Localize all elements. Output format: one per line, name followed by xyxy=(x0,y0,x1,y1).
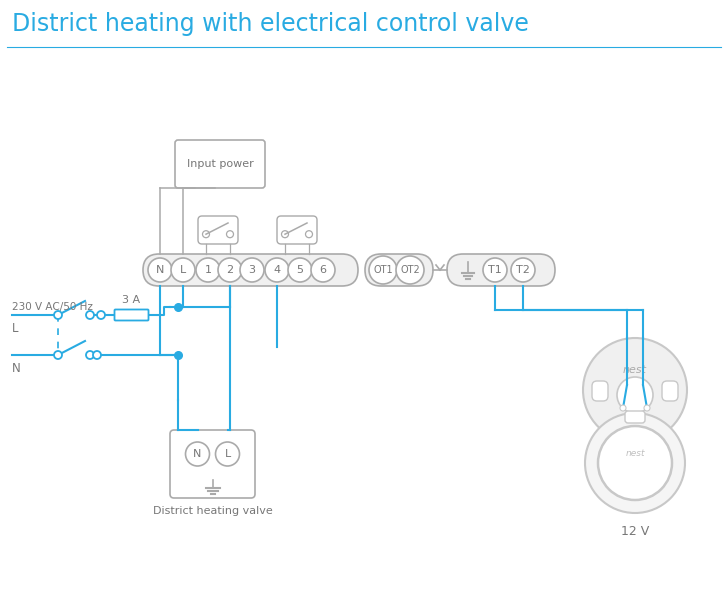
Circle shape xyxy=(644,405,650,411)
Circle shape xyxy=(218,258,242,282)
Circle shape xyxy=(86,311,94,319)
Text: OT2: OT2 xyxy=(400,265,420,275)
Circle shape xyxy=(306,230,312,238)
Circle shape xyxy=(288,258,312,282)
Circle shape xyxy=(311,258,335,282)
Circle shape xyxy=(202,230,210,238)
FancyBboxPatch shape xyxy=(592,381,608,401)
Text: District heating valve: District heating valve xyxy=(153,506,272,516)
Circle shape xyxy=(396,256,424,284)
Text: 5: 5 xyxy=(296,265,304,275)
Text: nest: nest xyxy=(625,448,645,457)
Circle shape xyxy=(196,258,220,282)
Text: T1: T1 xyxy=(488,265,502,275)
FancyBboxPatch shape xyxy=(143,254,358,286)
Text: N: N xyxy=(12,362,21,374)
Text: OT1: OT1 xyxy=(373,265,393,275)
Text: L: L xyxy=(180,265,186,275)
Text: District heating with electrical control valve: District heating with electrical control… xyxy=(12,12,529,36)
Circle shape xyxy=(171,258,195,282)
Circle shape xyxy=(148,258,172,282)
Circle shape xyxy=(483,258,507,282)
Circle shape xyxy=(93,351,101,359)
FancyBboxPatch shape xyxy=(365,254,433,286)
Text: 230 V AC/50 Hz: 230 V AC/50 Hz xyxy=(12,302,93,312)
Circle shape xyxy=(54,311,62,319)
Text: nest: nest xyxy=(623,365,647,375)
FancyBboxPatch shape xyxy=(175,140,265,188)
Circle shape xyxy=(282,230,288,238)
Text: 3 A: 3 A xyxy=(122,295,141,305)
Circle shape xyxy=(240,258,264,282)
Text: Input power: Input power xyxy=(186,159,253,169)
Circle shape xyxy=(598,426,672,500)
Text: 4: 4 xyxy=(274,265,280,275)
Text: 1: 1 xyxy=(205,265,212,275)
FancyBboxPatch shape xyxy=(170,430,255,498)
Circle shape xyxy=(86,351,94,359)
Text: 2: 2 xyxy=(226,265,234,275)
Text: T2: T2 xyxy=(516,265,530,275)
Circle shape xyxy=(54,351,62,359)
Circle shape xyxy=(583,338,687,442)
Text: N: N xyxy=(156,265,165,275)
FancyBboxPatch shape xyxy=(114,309,149,321)
Text: 6: 6 xyxy=(320,265,326,275)
Circle shape xyxy=(226,230,234,238)
Circle shape xyxy=(585,413,685,513)
Circle shape xyxy=(186,442,210,466)
Circle shape xyxy=(265,258,289,282)
FancyBboxPatch shape xyxy=(625,411,645,423)
Circle shape xyxy=(97,311,105,319)
Circle shape xyxy=(511,258,535,282)
Circle shape xyxy=(215,442,240,466)
Circle shape xyxy=(617,377,653,413)
FancyBboxPatch shape xyxy=(447,254,555,286)
Text: 3: 3 xyxy=(248,265,256,275)
FancyBboxPatch shape xyxy=(662,381,678,401)
Text: 12 V: 12 V xyxy=(621,525,649,538)
Text: L: L xyxy=(224,449,231,459)
Text: L: L xyxy=(12,321,18,334)
Text: N: N xyxy=(194,449,202,459)
Circle shape xyxy=(369,256,397,284)
Circle shape xyxy=(620,405,626,411)
